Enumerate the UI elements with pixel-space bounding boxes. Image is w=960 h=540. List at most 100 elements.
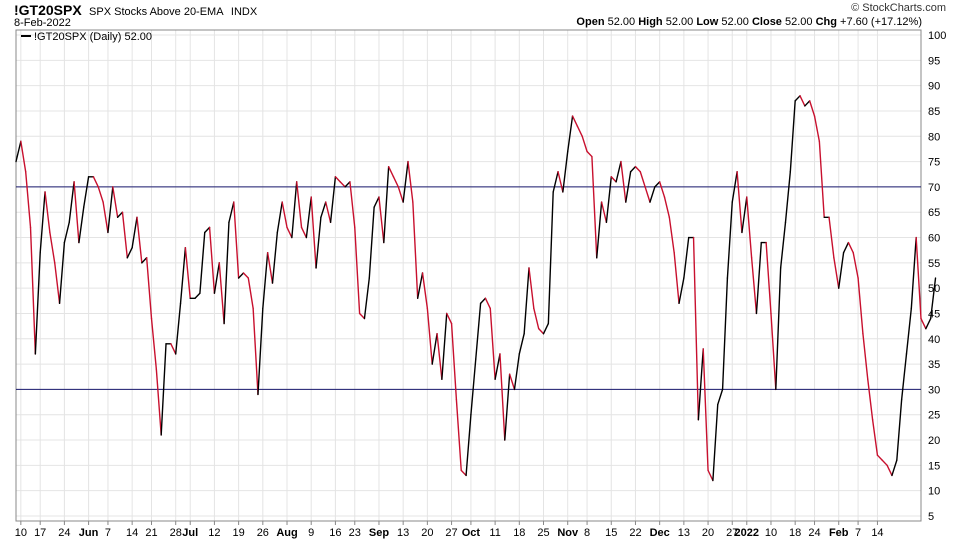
series-segment	[455, 398, 462, 472]
x-tick-label: 12	[208, 527, 220, 539]
series-segment	[237, 272, 245, 279]
series-segment	[349, 181, 356, 229]
close-label: Close	[751, 16, 782, 28]
series-segment	[368, 206, 375, 279]
series-segment	[750, 257, 758, 315]
series-segment	[358, 312, 366, 320]
series-segment	[363, 277, 370, 320]
series-segment	[610, 176, 617, 183]
series-segment	[116, 211, 124, 218]
series-segment	[649, 186, 656, 203]
x-tick-label: 10	[765, 527, 777, 539]
x-tick-label: 7	[105, 527, 111, 539]
series-segment	[276, 201, 283, 234]
series-segment	[557, 171, 564, 193]
x-tick-label: Sep	[369, 527, 389, 539]
series-segment	[431, 333, 438, 365]
series-segment	[329, 176, 337, 224]
series-segment	[121, 211, 129, 259]
x-tick-label: 15	[605, 527, 617, 539]
series-segment	[915, 236, 922, 320]
series-segment	[891, 459, 898, 477]
series-segment	[596, 201, 603, 259]
series-segment	[441, 312, 448, 380]
chg-label: Chg	[815, 16, 837, 28]
x-tick-label: Jun	[79, 527, 99, 539]
series-segment	[179, 246, 187, 305]
y-tick-label: 65	[928, 207, 940, 219]
series-segment	[929, 277, 937, 320]
series-segment	[581, 135, 588, 153]
x-tick-label: Jul	[182, 527, 198, 539]
series-segment	[175, 302, 182, 355]
y-tick-label: 55	[928, 258, 940, 270]
series-segment	[78, 206, 85, 244]
chart-date: 8-Feb-2022	[14, 17, 71, 29]
series-segment	[576, 125, 583, 137]
series-segment	[387, 165, 395, 178]
series-segment	[20, 140, 27, 173]
series-segment	[663, 196, 671, 218]
y-tick-label: 20	[928, 435, 940, 447]
series-segment	[591, 155, 598, 259]
series-segment	[697, 348, 704, 421]
series-segment	[625, 171, 632, 203]
series-segment	[731, 171, 738, 203]
series-segment	[373, 196, 380, 208]
series-segment	[34, 252, 41, 355]
series-segment	[513, 353, 521, 391]
series-segment	[97, 186, 104, 203]
chg-value: +7.60 (+17.12%)	[840, 16, 922, 28]
series-segment	[49, 231, 56, 264]
series-segment	[102, 201, 109, 234]
series-segment	[867, 378, 874, 421]
watermark: © StockCharts.com	[851, 2, 946, 14]
series-segment	[392, 176, 400, 188]
series-segment	[310, 196, 317, 269]
series-segment	[881, 459, 888, 467]
series-segment	[184, 246, 191, 299]
series-segment	[692, 236, 700, 421]
series-segment	[44, 191, 51, 234]
series-segment	[208, 226, 216, 294]
series-segment	[412, 201, 419, 299]
series-segment	[542, 322, 550, 335]
x-tick-label: 8	[584, 527, 590, 539]
x-tick-label: 16	[329, 527, 341, 539]
x-tick-label: 11	[489, 527, 500, 539]
low-value: 52.00	[721, 16, 749, 28]
y-tick-label: 25	[928, 410, 940, 422]
series-segment	[629, 165, 637, 173]
y-tick-label: 30	[928, 384, 940, 396]
series-segment	[518, 333, 525, 355]
series-segment	[789, 100, 796, 173]
series-segment	[499, 353, 506, 441]
series-segment	[910, 236, 917, 310]
series-segment	[475, 302, 482, 360]
series-segment	[228, 201, 235, 224]
series-segment	[533, 307, 540, 330]
series-segment	[794, 95, 801, 102]
close-value: 52.00	[785, 16, 813, 28]
x-tick-label: 13	[678, 527, 690, 539]
series-segment	[784, 171, 792, 224]
series-segment	[523, 267, 530, 335]
series-segment	[571, 115, 579, 127]
x-tick-label: 24	[808, 527, 820, 539]
series-segment	[528, 267, 535, 310]
series-segment	[252, 307, 259, 396]
series-segment	[847, 241, 854, 254]
series-segment	[620, 160, 627, 203]
series-segment	[470, 358, 477, 416]
series-segment	[247, 277, 254, 310]
series-segment	[833, 257, 840, 289]
x-tick-label: Feb	[829, 527, 849, 539]
series-segment	[63, 221, 70, 244]
series-segment	[160, 343, 167, 436]
series-segment	[639, 171, 646, 188]
legend-label: !GT20SPX (Daily) 52.00	[34, 31, 152, 43]
series-segment	[58, 241, 66, 305]
series-segment	[204, 226, 211, 234]
series-segment	[712, 403, 719, 482]
series-segment	[755, 241, 762, 315]
